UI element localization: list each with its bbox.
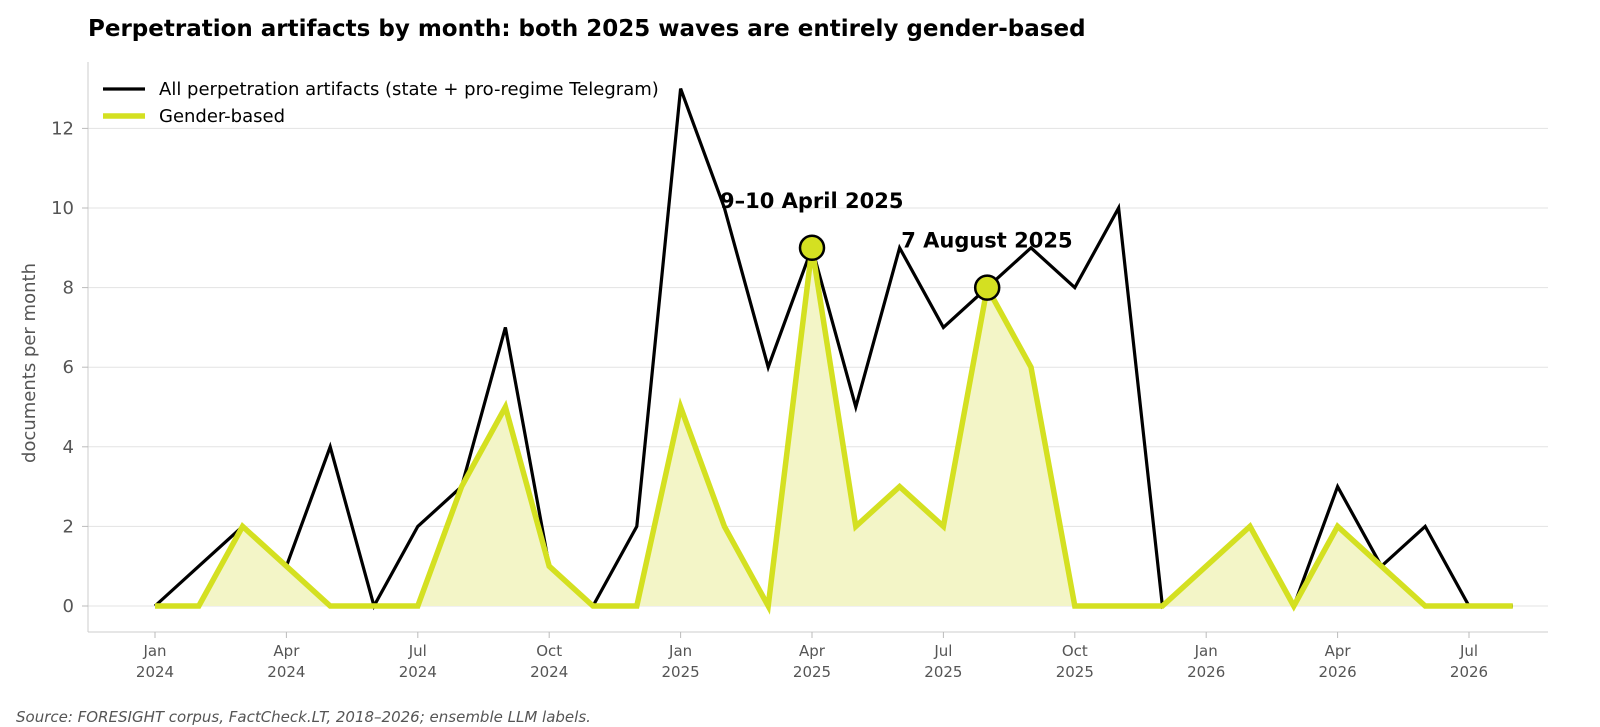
ticks-layer: 0 2 4 6 8 10 12 Jan 2024 Apr 2024 Jul 2024 Oct 2024 Jan… <box>51 118 1488 681</box>
x-tick-label-month: Apr <box>1325 642 1352 660</box>
annotation-marker <box>973 274 1001 301</box>
x-tick-label-year: 2025 <box>793 663 831 681</box>
y-tick-label: 2 <box>63 516 74 537</box>
legend-label: All perpetration artifacts (state + pro-… <box>159 79 659 100</box>
x-tick-label-month: Jan <box>1194 642 1218 660</box>
x-tick-label-year: 2024 <box>399 663 437 681</box>
annotation-marker <box>798 234 826 262</box>
y-tick-label: 0 <box>63 596 74 617</box>
x-tick-label-month: Jan <box>668 642 692 660</box>
y-tick-label: 8 <box>63 278 74 299</box>
x-tick-label-year: 2026 <box>1319 663 1357 681</box>
x-tick-label-month: Apr <box>273 642 300 660</box>
x-tick-label-year: 2025 <box>924 663 962 681</box>
axes: documents per month <box>19 62 1548 633</box>
y-tick-label: 6 <box>63 357 74 378</box>
x-tick-label-year: 2025 <box>662 663 700 681</box>
chart-title: Perpetration artifacts by month: both 20… <box>88 16 1086 42</box>
source-note: Source: FORESIGHT corpus, FactCheck.LT, … <box>16 708 591 726</box>
legend-label: Gender-based <box>159 106 285 127</box>
x-tick-label-month: Jul <box>1459 642 1478 660</box>
y-axis-label: documents per month <box>19 263 40 463</box>
x-tick-label-month: Oct <box>536 642 562 660</box>
x-tick-label-month: Jul <box>933 642 952 660</box>
markers-layer <box>798 234 1001 301</box>
x-tick-label-year: 2025 <box>1056 663 1094 681</box>
x-tick-label-month: Jan <box>142 642 166 660</box>
x-tick-label-month: Apr <box>799 642 826 660</box>
x-tick-label-year: 2026 <box>1450 663 1488 681</box>
legend: All perpetration artifacts (state + pro-… <box>103 79 659 127</box>
lines-layer <box>153 88 1513 615</box>
x-tick-label-month: Oct <box>1062 642 1088 660</box>
y-tick-label: 4 <box>63 437 74 458</box>
annotation-label: 7 August 2025 <box>901 229 1072 253</box>
annotations-layer: 9–10 April 2025 7 August 2025 <box>720 189 1073 253</box>
x-tick-label-year: 2024 <box>136 663 174 681</box>
x-tick-label-year: 2026 <box>1187 663 1225 681</box>
x-tick-label-year: 2024 <box>530 663 568 681</box>
annotation-label: 9–10 April 2025 <box>720 189 903 213</box>
x-tick-label-year: 2024 <box>267 663 305 681</box>
y-tick-label: 10 <box>51 198 74 219</box>
series-line-gender-based <box>155 247 1513 615</box>
x-tick-label-month: Jul <box>408 642 427 660</box>
area-layer <box>155 247 1513 607</box>
y-tick-label: 12 <box>51 118 74 139</box>
gender-based-area <box>155 247 1513 607</box>
